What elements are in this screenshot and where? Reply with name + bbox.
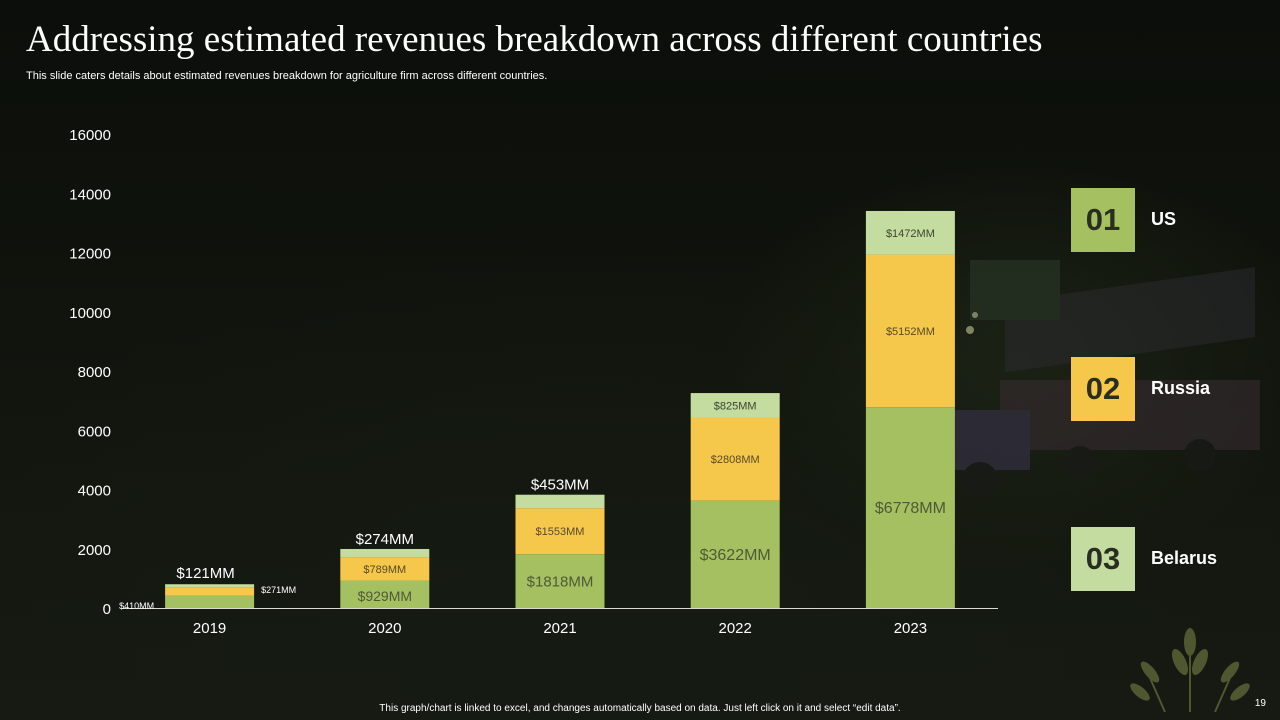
- bar-us-2023: [865, 407, 955, 608]
- y-tick-label: 12000: [69, 246, 111, 263]
- data-label-us: $1818MM: [527, 573, 594, 590]
- y-tick-label: 2000: [78, 542, 111, 559]
- bar-russia-2021: [515, 508, 605, 555]
- data-label-belarus: $1472MM: [886, 228, 935, 240]
- bar-russia-2022: [690, 417, 780, 501]
- data-label-russia: $271MM: [261, 585, 296, 595]
- data-label-russia: $1553MM: [536, 526, 585, 538]
- page-subtitle: This slide caters details about estimate…: [26, 70, 548, 82]
- footer-note: This graph/chart is linked to excel, and…: [379, 703, 901, 714]
- legend-label-russia: Russia: [1151, 378, 1211, 398]
- wheat-icon: [1130, 628, 1250, 712]
- bar-russia-2020: [340, 557, 430, 581]
- legend-label-belarus: Belarus: [1151, 548, 1218, 568]
- page-title: Addressing estimated revenues breakdown …: [26, 19, 1043, 60]
- bar-russia-2019: [165, 587, 255, 596]
- y-tick-label: 4000: [78, 483, 111, 500]
- data-label-us: $6778MM: [875, 500, 946, 517]
- bar-us-2022: [690, 500, 780, 608]
- bar-russia-2023: [865, 254, 955, 408]
- data-label-russia: $789MM: [363, 564, 406, 576]
- bar-belarus-2021: [515, 494, 605, 509]
- data-label-belarus: $121MM: [176, 565, 234, 582]
- legend-label-us: US: [1151, 209, 1177, 229]
- y-tick-label: 6000: [78, 423, 111, 440]
- data-label-us: $929MM: [358, 588, 412, 604]
- data-label-russia: $2808MM: [711, 454, 760, 466]
- data-label-us: $410MM: [119, 601, 154, 611]
- legend-number-belarus: 03: [1071, 527, 1135, 591]
- data-label-belarus: $453MM: [531, 477, 589, 494]
- bar-belarus-2023: [865, 210, 955, 255]
- bar-us-2020: [340, 580, 430, 608]
- y-tick-label: 16000: [69, 127, 111, 144]
- bar-belarus-2022: [690, 393, 780, 418]
- bar-belarus-2020: [340, 548, 430, 558]
- data-label-us: $3622MM: [700, 547, 771, 564]
- y-tick-label: 0: [103, 601, 111, 618]
- data-label-belarus: $825MM: [714, 400, 757, 412]
- data-label-russia: $5152MM: [886, 326, 935, 338]
- legend-number-russia: 02: [1071, 357, 1135, 421]
- data-label-belarus: $274MM: [356, 531, 414, 548]
- x-tick-label: 2023: [894, 620, 927, 637]
- page-number: 19: [1254, 698, 1266, 709]
- x-tick-label: 2020: [368, 620, 401, 637]
- bar-us-2019: [165, 595, 255, 608]
- y-tick-label: 8000: [78, 364, 111, 381]
- x-tick-label: 2019: [193, 620, 226, 637]
- x-tick-label: 2022: [719, 620, 752, 637]
- bar-belarus-2019: [165, 584, 255, 588]
- y-tick-label: 14000: [69, 186, 111, 203]
- legend-number-us: 01: [1071, 188, 1135, 252]
- x-tick-label: 2021: [543, 620, 576, 637]
- bar-us-2021: [515, 554, 605, 608]
- y-tick-label: 10000: [69, 305, 111, 322]
